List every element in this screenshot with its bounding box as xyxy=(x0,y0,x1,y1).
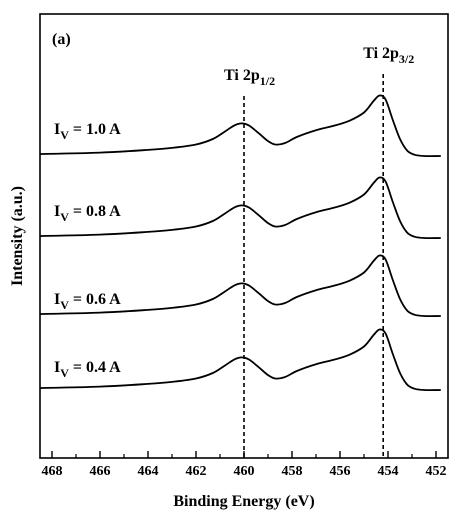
y-axis-label: Intensity (a.u.) xyxy=(9,186,26,286)
series-label: IV = 0.8 A xyxy=(54,203,121,224)
reference-label: Ti 2p1/2 xyxy=(224,67,275,88)
spectra-curves xyxy=(39,94,441,392)
x-axis-label: Binding Energy (eV) xyxy=(173,493,314,510)
reference-labels: Ti 2p1/2 Ti 2p3/2 xyxy=(224,45,414,88)
spectrum-line xyxy=(39,176,441,240)
x-tick-label: 452 xyxy=(426,464,447,479)
x-axis-ticks: 468 466 464 462 460 458 456 454 452 xyxy=(42,451,447,479)
series-label: IV = 0.6 A xyxy=(54,291,121,312)
series-labels: IV = 1.0 A IV = 0.8 A IV = 0.6 A IV = 0.4 A xyxy=(54,121,121,380)
reference-lines xyxy=(243,74,385,458)
spectrum-line xyxy=(39,328,441,392)
panel-label: (a) xyxy=(52,31,71,48)
spectrum-line xyxy=(39,94,441,158)
series-label: IV = 1.0 A xyxy=(54,121,121,142)
x-tick-label: 460 xyxy=(234,464,255,479)
x-tick-label: 464 xyxy=(138,464,159,479)
reference-label: Ti 2p3/2 xyxy=(363,45,414,66)
x-tick-label: 458 xyxy=(282,464,303,479)
x-tick-label: 466 xyxy=(90,464,111,479)
x-tick-label: 456 xyxy=(330,464,351,479)
spectrum-line xyxy=(39,254,441,318)
x-tick-label: 468 xyxy=(42,464,63,479)
x-tick-label: 454 xyxy=(378,464,399,479)
series-label: IV = 0.4 A xyxy=(54,359,121,380)
x-tick-label: 462 xyxy=(186,464,207,479)
